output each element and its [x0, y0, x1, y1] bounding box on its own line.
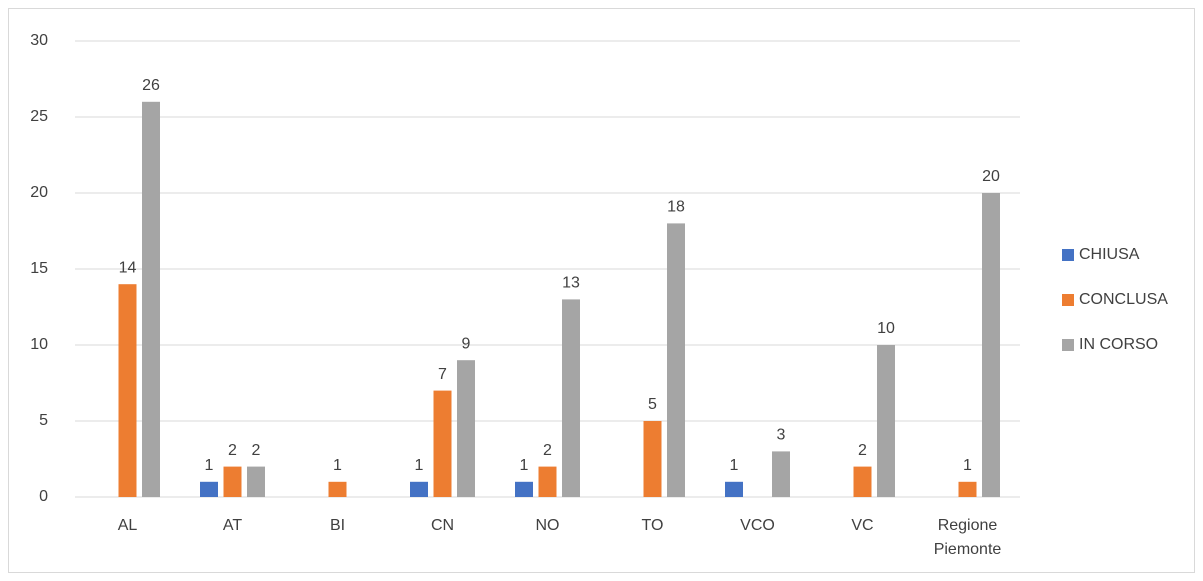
bar	[223, 466, 242, 497]
data-label: 1	[730, 457, 739, 474]
data-label: 2	[858, 442, 867, 459]
bar	[142, 101, 160, 498]
data-label: 1	[963, 457, 972, 474]
data-label: 2	[228, 442, 237, 459]
data-label: 3	[777, 427, 786, 444]
bar	[958, 481, 977, 497]
data-label: 2	[252, 442, 261, 459]
x-tick-label: VCO	[740, 517, 775, 534]
y-tick-label: 0	[39, 488, 48, 505]
bar	[538, 466, 557, 497]
data-label: 18	[667, 199, 685, 216]
chart-border	[8, 8, 1195, 573]
x-tick-label: VC	[851, 517, 873, 534]
y-tick-label: 5	[39, 412, 48, 429]
bar	[982, 193, 1000, 497]
x-tick-label: TO	[642, 517, 664, 534]
legend-label: CONCLUSA	[1079, 291, 1168, 308]
legend-label: IN CORSO	[1079, 336, 1158, 353]
x-tick-label: BI	[330, 517, 345, 534]
y-tick-label: 10	[30, 336, 48, 353]
y-tick-label: 20	[30, 184, 48, 201]
data-label: 14	[119, 259, 137, 276]
data-label: 10	[877, 320, 895, 337]
data-label: 1	[205, 457, 214, 474]
data-label: 1	[333, 457, 342, 474]
data-label: 20	[982, 168, 1000, 185]
bar	[515, 481, 533, 497]
y-tick-label: 25	[30, 108, 48, 125]
bar	[772, 451, 790, 497]
y-tick-label: 15	[30, 260, 48, 277]
bar	[118, 284, 137, 497]
data-label: 5	[648, 396, 657, 413]
bar	[247, 466, 265, 497]
x-tick-label: AL	[118, 517, 138, 534]
bar	[410, 481, 428, 497]
bar	[433, 390, 452, 497]
data-label: 2	[543, 442, 552, 459]
legend-swatch	[1062, 249, 1074, 261]
y-tick-label: 30	[30, 32, 48, 49]
bar	[643, 421, 662, 497]
x-tick-label: NO	[536, 517, 560, 534]
legend-label: CHIUSA	[1079, 246, 1140, 263]
legend-swatch	[1062, 294, 1074, 306]
bar	[200, 481, 218, 497]
x-tick-label: AT	[223, 517, 242, 534]
bar	[457, 360, 475, 497]
bar	[328, 481, 347, 497]
data-label: 1	[520, 457, 529, 474]
data-label: 26	[142, 77, 160, 94]
bar	[877, 345, 895, 497]
bar	[667, 223, 685, 497]
bar	[725, 481, 743, 497]
legend-swatch	[1062, 339, 1074, 351]
data-label: 13	[562, 275, 580, 292]
x-tick-label: Regione Piemonte	[934, 517, 1002, 558]
bar	[562, 299, 580, 497]
data-label: 1	[415, 457, 424, 474]
x-tick-label: CN	[431, 517, 454, 534]
bar	[853, 466, 872, 497]
data-label: 7	[438, 366, 447, 383]
data-label: 9	[462, 335, 471, 352]
